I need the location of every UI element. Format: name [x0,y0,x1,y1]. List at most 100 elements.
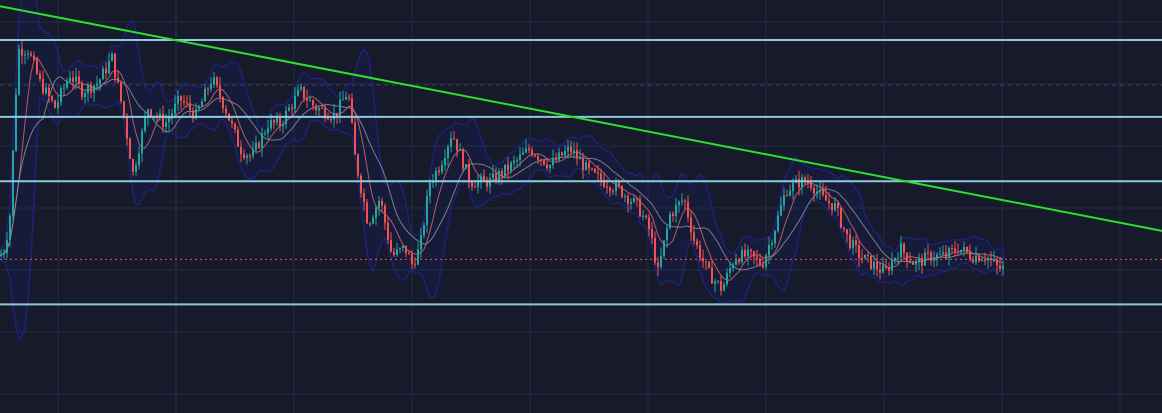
candle-body [453,138,455,140]
candle-body [903,243,905,253]
candle-body [336,112,338,117]
candle-body [282,123,284,127]
candle-body [426,196,428,225]
candle-body [954,248,956,252]
candle-body [363,193,365,203]
candle-body [912,262,914,265]
candle-body [39,73,41,79]
candle-body [885,265,887,268]
candle-body [831,203,833,211]
candle-body [945,252,947,257]
candle-body [714,281,716,284]
candle-body [711,267,713,284]
candle-body [570,146,572,152]
candle-body [612,191,614,193]
candle-body [555,158,557,161]
candle-body [72,77,74,82]
candle-body [804,177,806,183]
candle-body [624,195,626,197]
trendline[interactable] [0,5,1162,232]
candle-body [138,153,140,166]
candle-body [114,53,116,78]
candle-body [639,199,641,217]
candle-body [522,152,524,155]
candle-body [150,109,152,116]
candle-body [792,182,794,191]
horizontal-levels[interactable] [0,39,1162,306]
candle-body [591,168,593,170]
candle-body [807,182,809,184]
candle-body [339,99,341,117]
candle-body [651,229,653,239]
candle-body [396,249,398,255]
candle-body [828,200,830,204]
candle-body [705,261,707,263]
candle-body [126,115,128,139]
candle-body [279,117,281,127]
candle-body [78,76,80,84]
candle-body [360,175,362,194]
candle-body [75,76,77,82]
candle-body [366,202,368,224]
candle-body [390,240,392,252]
candle-body [309,100,311,102]
candle-body [537,156,539,160]
candle-body [987,257,989,261]
candle-body [729,268,731,273]
candle-body [951,248,953,250]
candle-body [261,133,263,148]
candle-body [588,162,590,169]
candle-body [777,215,779,232]
candle-body [786,195,788,197]
candle-body [699,245,701,259]
candle-body [798,179,800,188]
candle-body [657,262,659,267]
candle-body [237,129,239,147]
candle-body [219,85,221,98]
candle-body [702,258,704,262]
candle-body [33,55,35,60]
candle-body [672,213,674,216]
candle-body [444,157,446,166]
candle-body [630,201,632,204]
candle-body [822,189,824,195]
candle-body [120,82,122,102]
candle-body [45,87,47,94]
candle-body [606,186,608,188]
candle-body [768,244,770,256]
candle-body [207,88,209,90]
candle-body [177,95,179,104]
candle-body [843,227,845,230]
candle-body [345,97,347,100]
candle-body [6,240,8,253]
candle-body [519,154,521,160]
candle-body [102,68,104,80]
candle-body [273,120,275,123]
candle-body [474,186,476,188]
candle-body [189,103,191,111]
candle-body [531,150,533,155]
candle-body [441,165,443,173]
candle-body [633,197,635,202]
candle-body [483,175,485,180]
candle-body [168,117,170,123]
candle-body [312,100,314,106]
candle-body [468,164,470,183]
candle-body [972,259,974,263]
candle-body [978,255,980,262]
candle-body [741,249,743,263]
trendline-group[interactable] [0,5,1162,232]
candle-body [849,234,851,249]
candle-body [594,169,596,173]
candle-body [540,159,542,161]
candle-body [876,262,878,270]
candle-body [609,187,611,192]
candle-body [354,122,356,155]
candle-body [159,113,161,117]
candle-body [48,87,50,97]
candle-body [54,100,56,109]
candle-body [231,120,233,124]
candle-body [324,108,326,119]
